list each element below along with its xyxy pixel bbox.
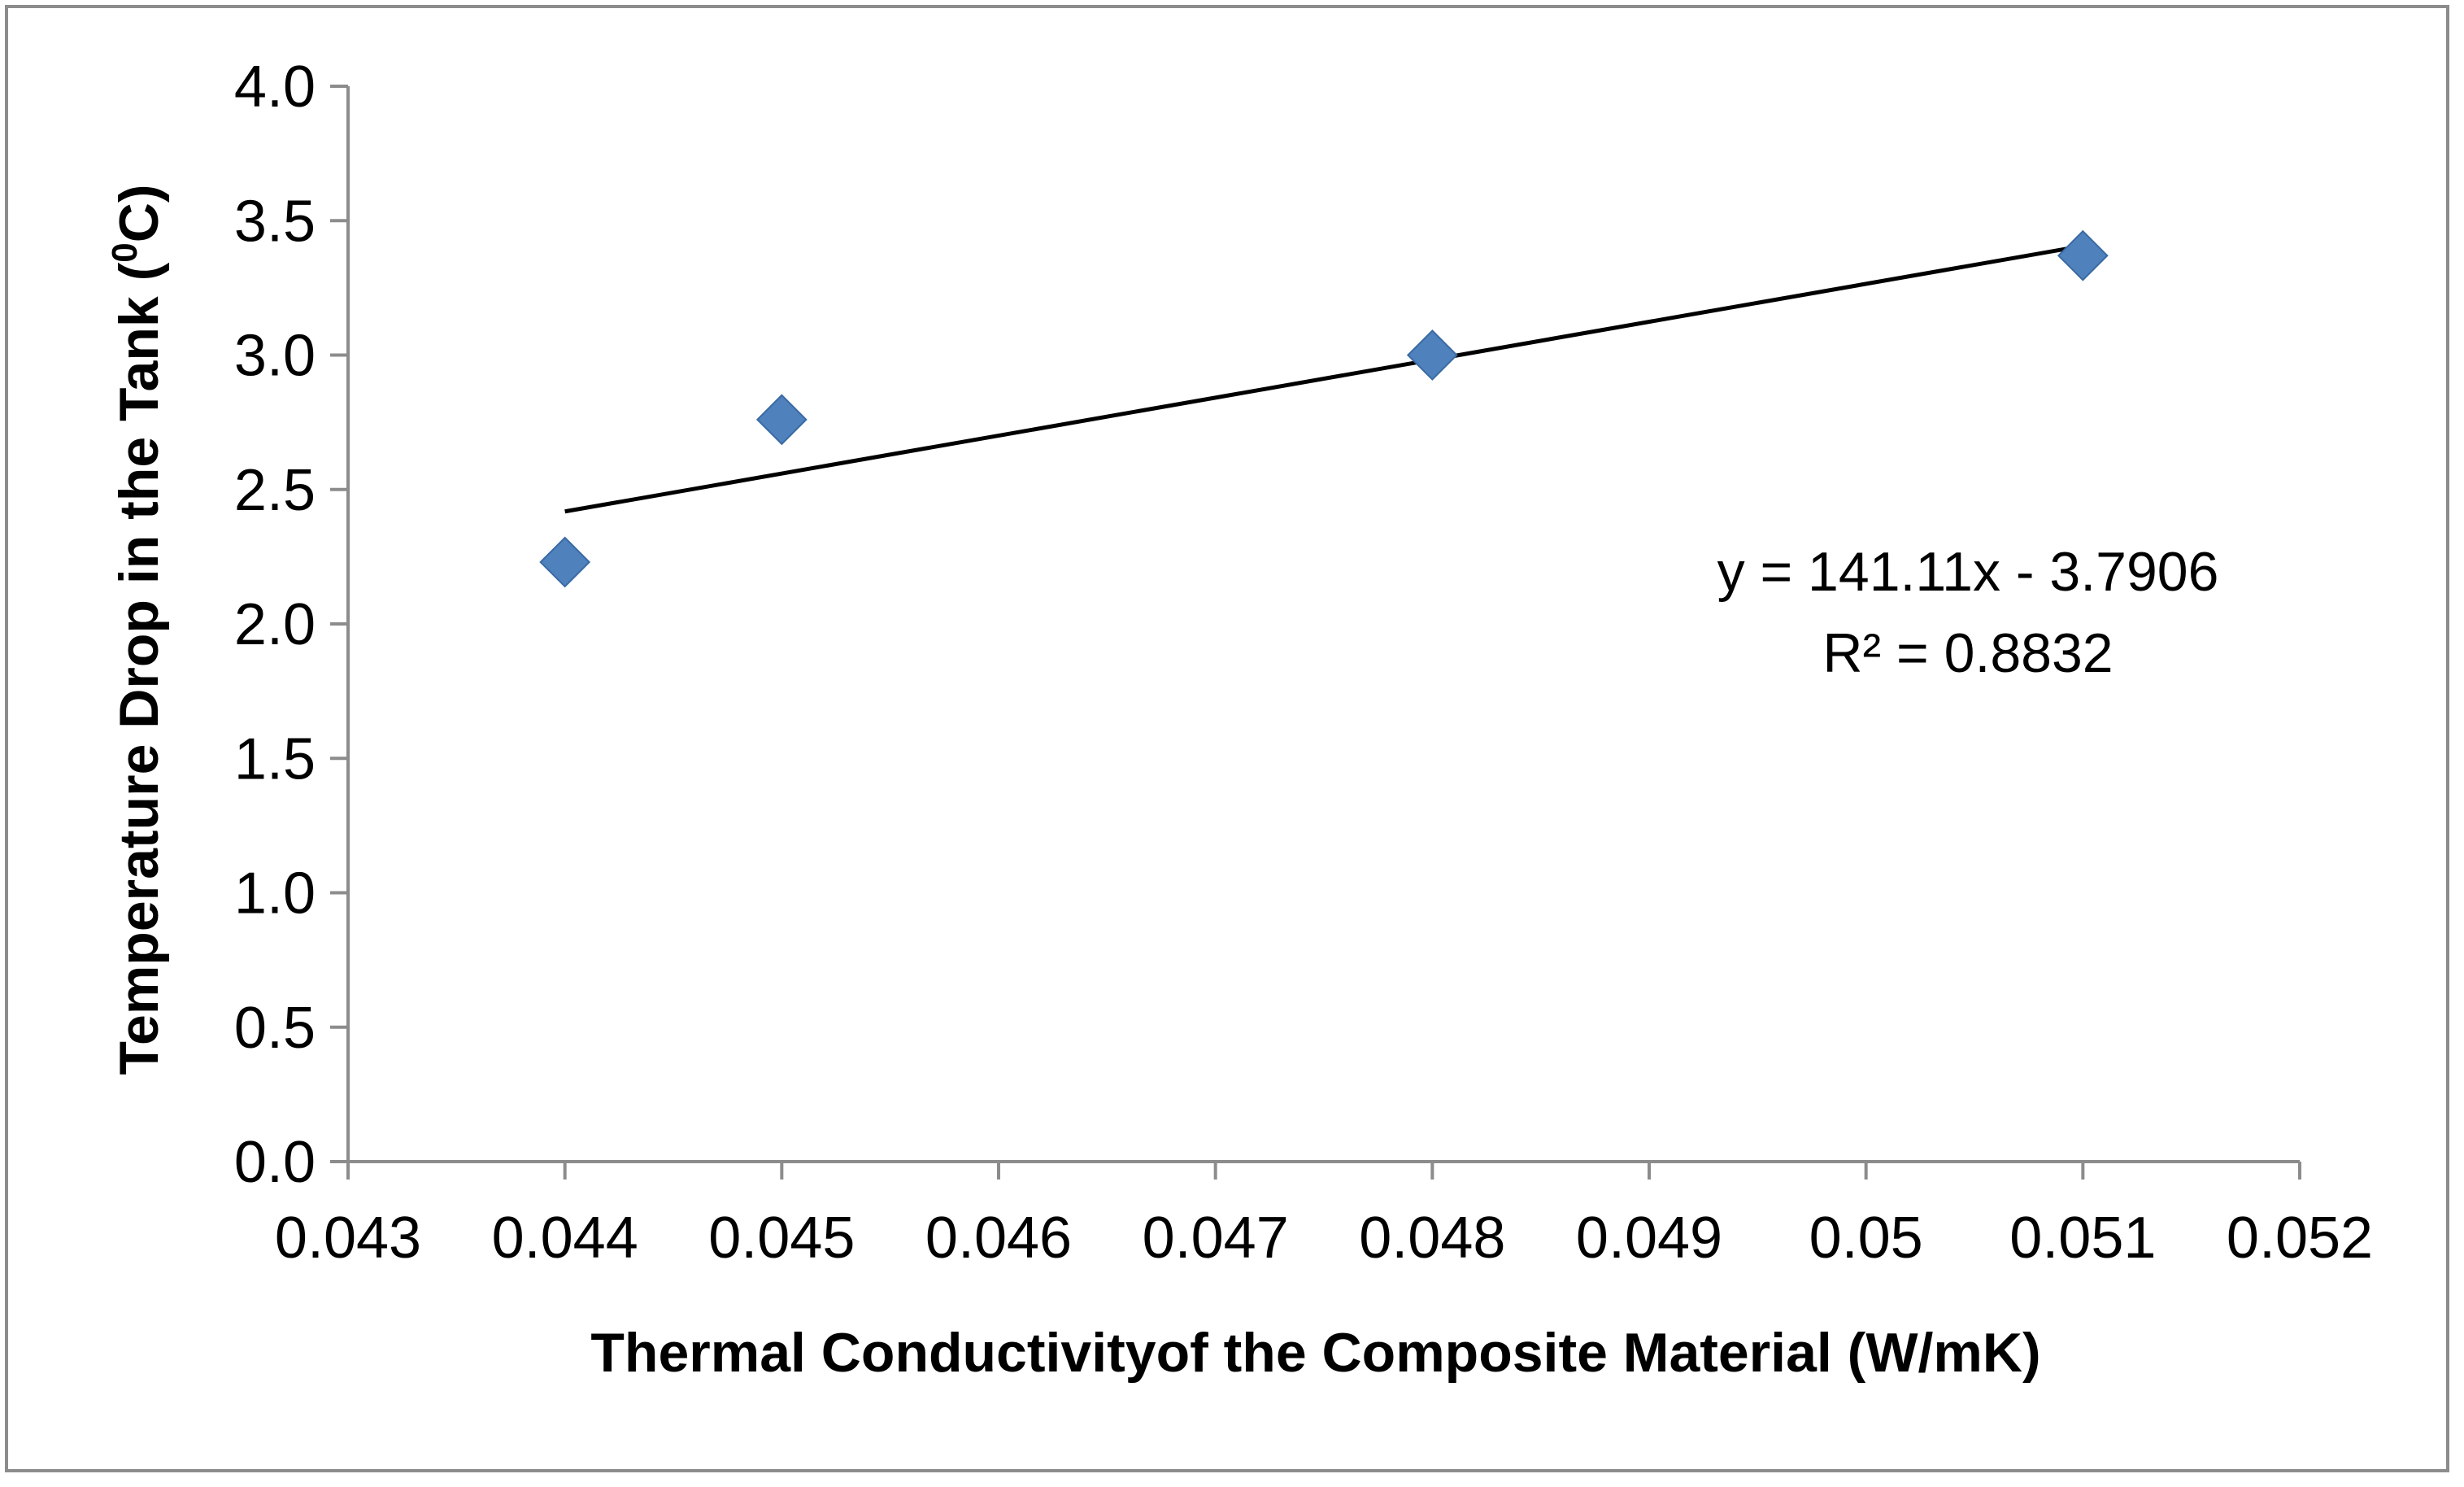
trendline-r-squared: R² = 0.8832 xyxy=(1822,622,2113,684)
y-tick-label: 0.5 xyxy=(234,996,316,1061)
x-tick-label: 0.046 xyxy=(925,1206,1072,1271)
x-tick-label: 0.052 xyxy=(2227,1206,2373,1271)
x-tick-label: 0.049 xyxy=(1576,1206,1722,1271)
x-tick-label: 0.043 xyxy=(275,1206,421,1271)
y-axis-title-unit: C) xyxy=(108,185,170,243)
y-tick-label: 1.5 xyxy=(234,726,316,791)
y-tick-label: 2.0 xyxy=(234,592,316,657)
y-tick-label: 3.0 xyxy=(234,324,316,389)
chart-frame xyxy=(5,5,2449,1472)
data-point-marker xyxy=(539,536,591,588)
y-tick-label: 1.0 xyxy=(234,861,316,927)
x-tick-label: 0.048 xyxy=(1359,1206,1505,1271)
trendline-layer xyxy=(564,243,2083,514)
y-axis-title-main: Temperature Drop in the Tank ( xyxy=(108,262,170,1075)
data-points xyxy=(539,229,2109,588)
data-point-marker xyxy=(755,394,808,446)
y-tick-label: 2.5 xyxy=(234,458,316,523)
axes: 0.0 0.5 1.0 1.5 2.0 2.5 3.0 3.5 4.0 0.043 0.044 0.0… xyxy=(234,55,2373,1271)
x-tick-label: 0.05 xyxy=(1809,1206,1923,1271)
trendline-equation: y = 141.11x - 3.7906 xyxy=(1717,541,2219,603)
x-tick-label: 0.051 xyxy=(2009,1206,2156,1271)
y-tick-label: 4.0 xyxy=(234,55,316,120)
x-tick-label: 0.045 xyxy=(708,1206,855,1271)
x-tick-label: 0.044 xyxy=(492,1206,638,1271)
x-tick-label: 0.047 xyxy=(1143,1206,1289,1271)
trendline xyxy=(564,243,2083,514)
y-axis-title-superscript: 0 xyxy=(105,242,145,262)
y-tick-label: 0.0 xyxy=(234,1130,316,1195)
x-axis-title: Thermal Conductivityof the Composite Mat… xyxy=(590,1322,2040,1384)
data-point-marker xyxy=(2057,229,2109,281)
y-tick-label: 3.5 xyxy=(234,189,316,254)
data-point-marker xyxy=(1406,329,1458,381)
y-axis-title: Temperature Drop in the Tank (0C) xyxy=(105,185,170,1075)
